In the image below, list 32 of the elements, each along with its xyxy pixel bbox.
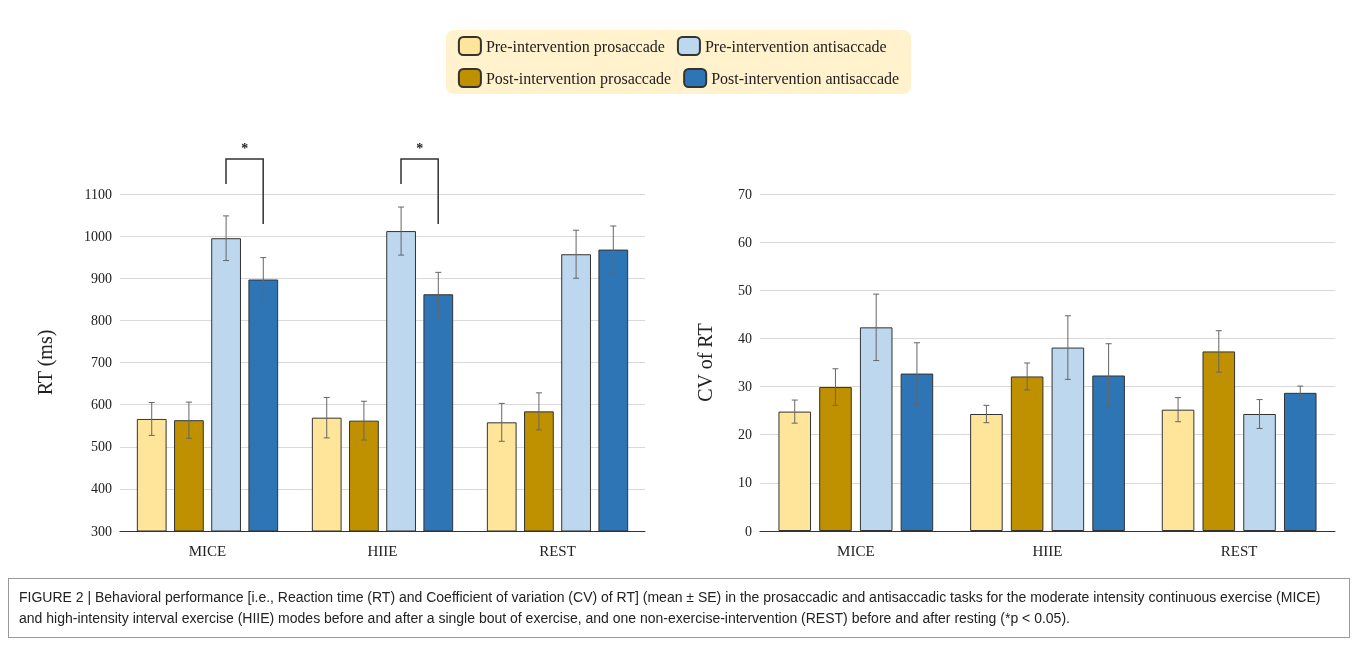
x-tick-label: REST xyxy=(1220,542,1258,559)
y-axis-title: CV of RT xyxy=(694,323,716,402)
y-tick-label: 500 xyxy=(91,439,112,455)
y-axis-title: RT (ms) xyxy=(34,329,57,396)
y-tick-label: 40 xyxy=(738,330,752,346)
y-tick-label: 1100 xyxy=(84,186,112,202)
x-tick-label: HIIE xyxy=(1032,542,1063,559)
y-tick-label: 700 xyxy=(91,355,112,370)
y-tick-label: 1000 xyxy=(84,228,112,244)
y-tick-label: 20 xyxy=(738,427,752,443)
x-tick-label: REST xyxy=(539,542,576,559)
y-tick-label: 900 xyxy=(91,270,112,286)
text: * xyxy=(416,140,424,156)
legend-label: Pre-intervention prosaccade xyxy=(485,37,665,56)
text: * xyxy=(241,140,249,156)
y-tick-label: 600 xyxy=(91,397,112,413)
x-tick-label: HIIE xyxy=(367,542,398,559)
x-tick-label: MICE xyxy=(188,542,227,559)
caption: FIGURE 2 | Behavioral performance [i.e., Reaction time (RT) and Coefficient of variation (CV) of RT] (mean ± SE) in the prosaccadic and antisaccadic tasks for the moderate intensity continuous exercise (MICE) and high-intensity interval exercise (HIIE) modes before and after a single bout of exercise, and one non-exercise-intervention (REST) before and after resting (*p < 0.05). xyxy=(8,578,1350,638)
y-tick-label: 50 xyxy=(738,282,752,298)
y-tick-label: 300 xyxy=(91,523,112,539)
y-tick-label: 0 xyxy=(745,523,752,539)
x-tick-label: MICE xyxy=(837,542,875,559)
y-tick-label: 10 xyxy=(738,475,752,491)
y-tick-label: 60 xyxy=(738,234,752,250)
y-tick-label: 70 xyxy=(738,186,752,202)
y-tick-label: 400 xyxy=(91,481,112,497)
legend-label: Pre-intervention antisaccade xyxy=(704,37,887,55)
y-tick-label: 30 xyxy=(738,379,752,395)
legend-label: Post-intervention antisaccade xyxy=(711,69,900,87)
y-tick-label: 800 xyxy=(91,312,112,328)
legend-label: Post-intervention prosaccade xyxy=(485,69,672,88)
